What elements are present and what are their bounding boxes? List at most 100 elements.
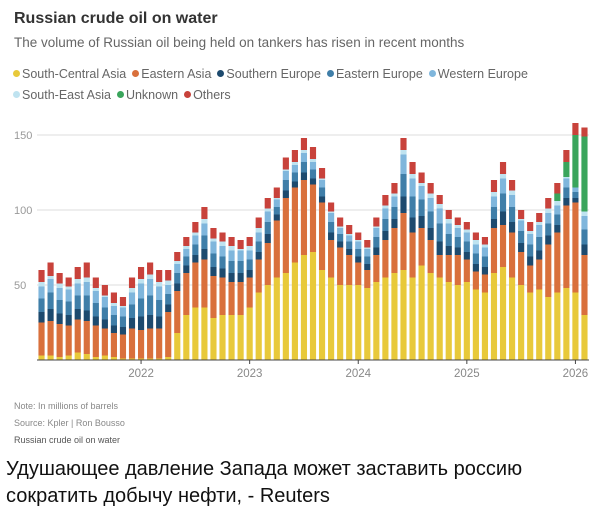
bar-segment <box>309 159 317 162</box>
bar-segment <box>174 273 181 284</box>
bar-segment <box>264 285 271 360</box>
bar-segment <box>309 178 317 185</box>
bar-segment <box>174 333 181 360</box>
bar-segment <box>436 277 443 360</box>
bar-segment <box>481 267 489 275</box>
bar-segment <box>65 289 72 302</box>
legend-dot-icon <box>13 91 20 98</box>
bar-segment <box>527 256 534 266</box>
bar-segment <box>101 307 108 320</box>
bar-segment <box>318 196 326 203</box>
bar-segment <box>373 237 380 248</box>
bar-segment <box>119 307 127 317</box>
bar-segment <box>291 181 298 188</box>
bar-segment <box>409 174 416 179</box>
bar-segment <box>554 214 561 225</box>
bar-segment <box>382 219 389 231</box>
bar-segment <box>110 315 117 326</box>
bar-segment <box>74 283 81 296</box>
bar-segment <box>545 198 552 209</box>
bar-segment <box>554 225 561 233</box>
legend-label: Eastern Europe <box>335 67 423 81</box>
bar-segment <box>110 303 117 306</box>
bar-segment <box>101 297 108 308</box>
bar-segment <box>328 202 335 212</box>
bar-segment <box>74 309 81 320</box>
bar-segment <box>490 192 498 197</box>
bar-segment <box>246 307 253 360</box>
bar-segment <box>518 220 525 231</box>
bar-segment <box>337 226 344 228</box>
bar-segment <box>156 358 163 360</box>
bar-segment <box>92 291 99 303</box>
bar-segment <box>156 282 163 287</box>
bar-segment <box>246 259 253 270</box>
bar-segment <box>581 211 588 216</box>
bar-segment <box>156 300 163 317</box>
bar-segment <box>454 228 461 237</box>
note-source: Source: Kpler | Ron Bousso <box>14 418 125 428</box>
bar-segment <box>409 217 416 233</box>
bar-segment <box>346 241 353 249</box>
bar-segment <box>92 288 99 291</box>
note-units: Note: In millions of barrels <box>14 401 119 411</box>
bar-segment <box>300 180 308 255</box>
bar-segment <box>400 154 407 174</box>
bar-segment <box>119 358 127 360</box>
bar-segment <box>201 259 208 308</box>
bar-segment <box>463 252 470 260</box>
legend-label: South-Central Asia <box>22 67 127 81</box>
bar-segment <box>282 273 289 360</box>
bar-segment <box>192 307 199 360</box>
legend-item: South-Central Asia <box>13 64 126 85</box>
bar-segment <box>499 267 507 360</box>
bar-segment <box>219 315 226 360</box>
bar-segment <box>137 283 145 299</box>
bar-segment <box>83 282 90 296</box>
bar-segment <box>300 138 308 150</box>
bar-segment <box>581 216 588 230</box>
bar-segment <box>273 199 280 207</box>
bar-segment <box>391 219 398 228</box>
bar-segment <box>38 286 45 299</box>
bar-segment <box>228 273 235 282</box>
bar-segment <box>536 250 543 260</box>
bar-segment <box>192 235 199 245</box>
bar-segment <box>436 195 443 204</box>
bar-segment <box>210 276 217 318</box>
bar-segment <box>563 162 570 177</box>
bar-segment <box>445 223 452 234</box>
bar-segment <box>509 190 516 195</box>
bar-segment <box>382 240 389 278</box>
bar-segment <box>300 172 308 180</box>
legend-dot-icon <box>13 70 20 77</box>
bar-segment <box>499 162 507 174</box>
bar-segment <box>373 228 380 237</box>
bar-segment <box>83 295 90 311</box>
bar-segment <box>427 211 434 228</box>
bar-segment <box>83 354 90 360</box>
bar-segment <box>246 246 253 251</box>
bar-segment <box>554 193 561 201</box>
bar-segment <box>47 276 54 279</box>
bar-segment <box>364 256 371 264</box>
legend-label: Eastern Asia <box>141 67 212 81</box>
bar-segment <box>273 207 280 215</box>
bar-segment <box>309 169 317 179</box>
bar-segment <box>291 172 298 182</box>
bar-segment <box>318 202 326 270</box>
bar-segment <box>282 180 289 191</box>
bar-segment <box>472 232 479 240</box>
bar-segment <box>65 286 72 290</box>
bar-segment <box>400 138 407 150</box>
bar-segment <box>128 288 136 293</box>
bar-segment <box>536 289 543 360</box>
bar-segment <box>554 183 561 194</box>
bar-segment <box>83 310 90 321</box>
bar-segment <box>128 277 136 288</box>
bar-segment <box>291 162 298 165</box>
bar-segment <box>300 153 308 162</box>
bar-segment <box>165 285 172 294</box>
bar-segment <box>554 201 561 206</box>
y-tick-label: 100 <box>14 205 32 217</box>
